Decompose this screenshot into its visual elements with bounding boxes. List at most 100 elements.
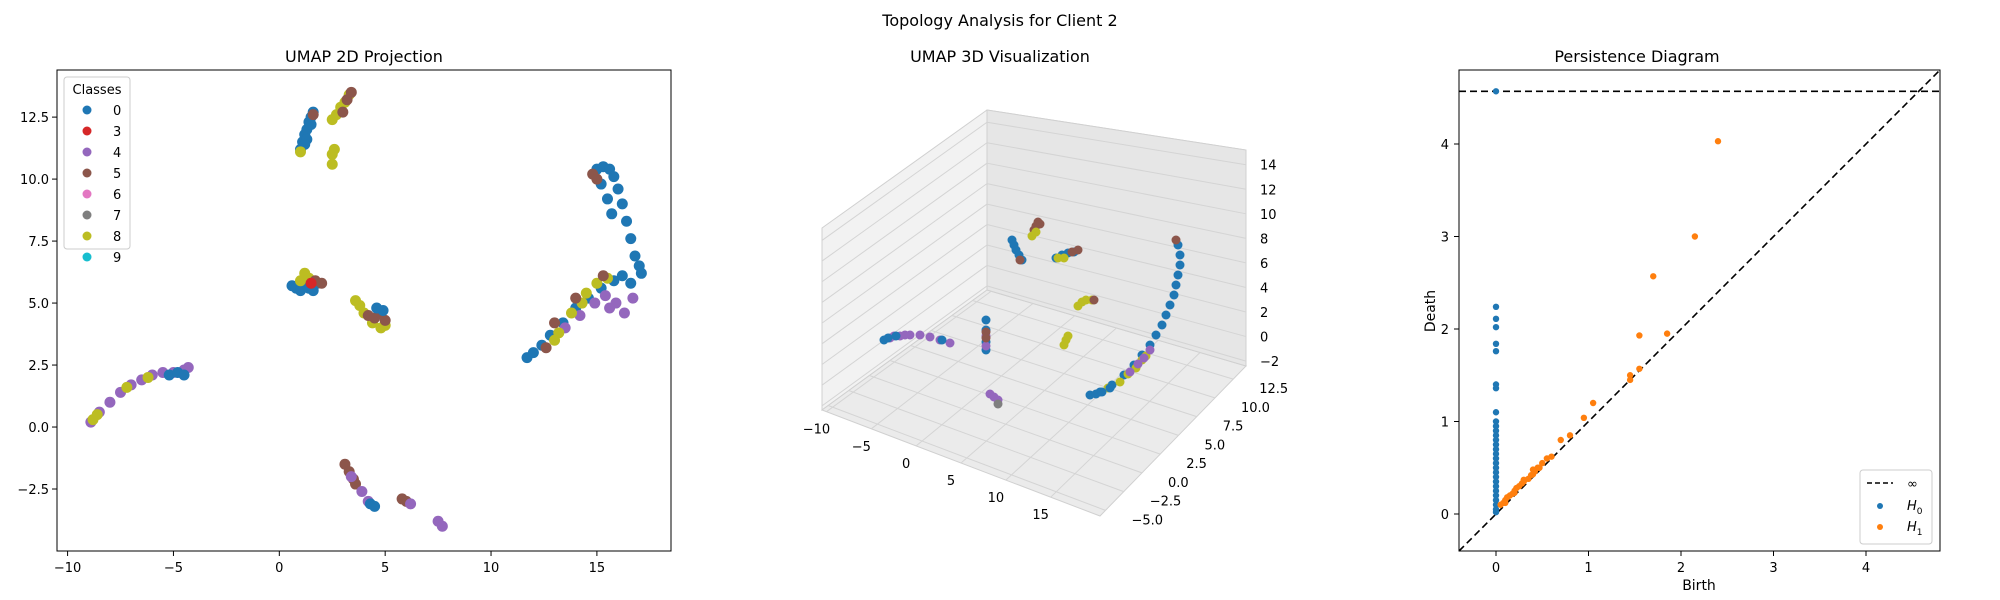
persistence-ticks: 0 1 2 3 4 0 1 2 3 4 bbox=[1441, 138, 1870, 576]
data-point-3d-class-4 bbox=[1145, 345, 1155, 355]
data-point-class-0 bbox=[601, 193, 613, 205]
legend-h0-sub: 0 bbox=[1917, 507, 1923, 517]
data-point-3d-class-0 bbox=[1175, 250, 1185, 260]
point-h0 bbox=[1492, 418, 1500, 425]
grid-line-z bbox=[821, 183, 988, 303]
data-point-class-0 bbox=[178, 369, 190, 381]
data-point-3d-class-4 bbox=[1139, 353, 1149, 363]
data-point-class-0 bbox=[612, 183, 624, 195]
y-tick-label: 10.0 bbox=[20, 173, 49, 188]
grid-line-z bbox=[821, 142, 988, 262]
data-point-class-8 bbox=[91, 409, 103, 421]
y-tick-label: 2.5 bbox=[28, 359, 49, 374]
umap-3d-grid bbox=[821, 121, 1247, 511]
grid-line-z bbox=[821, 224, 988, 345]
grid-line-y bbox=[889, 360, 1161, 455]
data-point-class-4 bbox=[589, 297, 601, 309]
legend-h1-marker bbox=[1877, 524, 1883, 530]
data-point-3d-class-4 bbox=[900, 330, 910, 340]
y-tick-label: 2 bbox=[1441, 323, 1449, 338]
data-point-3d-class-4 bbox=[925, 332, 935, 342]
data-point-3d-class-0 bbox=[1151, 330, 1161, 340]
persistence-points bbox=[1492, 88, 1722, 516]
grid-line-z bbox=[986, 203, 1247, 264]
data-point-3d-class-4 bbox=[981, 341, 991, 351]
point-h0 bbox=[1492, 473, 1500, 481]
data-point-3d-class-7 bbox=[993, 399, 1003, 409]
persistence-xlabel: Birth bbox=[1682, 578, 1716, 594]
data-point-class-0 bbox=[625, 233, 637, 245]
x-tick-label: 0 bbox=[902, 457, 910, 472]
point-h0 bbox=[1492, 303, 1500, 310]
data-point-3d-class-0 bbox=[891, 331, 901, 341]
point-h0 bbox=[1492, 446, 1500, 453]
umap-2d-axes-frame bbox=[56, 69, 672, 552]
point-h0 bbox=[1492, 409, 1500, 416]
umap-3d-points bbox=[879, 217, 1185, 409]
point-h0 bbox=[1492, 422, 1500, 430]
umap-2d-panel: UMAP 2D Projection −10 −5 0 5 10 15 −2.5 0.0 2.5… bbox=[17, 47, 672, 576]
data-point-class-5 bbox=[591, 173, 603, 185]
data-point-class-4 bbox=[627, 292, 639, 304]
grid-line-x bbox=[826, 290, 992, 413]
x-tick-label: 15 bbox=[1032, 508, 1049, 523]
grid-line-z bbox=[821, 203, 988, 324]
point-h0 bbox=[1492, 441, 1500, 448]
data-point-class-5 bbox=[549, 317, 561, 329]
point-h1 bbox=[1626, 372, 1634, 379]
y-tick-label: 4 bbox=[1441, 138, 1449, 153]
figure-suptitle: Topology Analysis for Client 2 bbox=[881, 11, 1117, 30]
data-point-class-5 bbox=[540, 342, 552, 354]
grid-line-z bbox=[986, 264, 1247, 338]
data-point-3d-class-0 bbox=[883, 333, 893, 343]
point-h0 bbox=[1492, 88, 1500, 95]
data-point-class-0 bbox=[625, 277, 637, 289]
legend-items: 0 3 4 5 6 7 8 9 bbox=[82, 104, 121, 266]
legend-label-4: 4 bbox=[113, 146, 121, 161]
data-point-class-5 bbox=[316, 277, 328, 289]
legend-h0-h: H bbox=[1907, 499, 1917, 514]
data-point-3d-class-8 bbox=[1027, 231, 1037, 241]
point-h0 bbox=[1492, 315, 1500, 323]
data-point-class-5 bbox=[307, 109, 319, 121]
grid-line-y bbox=[931, 330, 1197, 418]
point-h1 bbox=[1520, 476, 1527, 483]
point-h1 bbox=[1566, 432, 1574, 439]
point-h0 bbox=[1492, 427, 1500, 434]
point-h1 bbox=[1531, 468, 1539, 475]
data-point-3d-class-0 bbox=[1165, 300, 1175, 310]
data-point-3d-class-4 bbox=[1125, 367, 1135, 377]
legend-marker-5 bbox=[82, 168, 92, 178]
data-point-class-0 bbox=[305, 119, 317, 131]
x-tick-label: 0 bbox=[1492, 561, 1500, 576]
legend-h1-label: H1 bbox=[1907, 520, 1923, 538]
data-point-3d-class-0 bbox=[1105, 383, 1115, 393]
y-tick-label: −2.5 bbox=[1150, 495, 1182, 510]
legend-label-0: 0 bbox=[113, 104, 121, 119]
y-tick-label: 7.5 bbox=[1223, 420, 1244, 435]
point-h1 bbox=[1502, 499, 1509, 507]
data-point-3d-class-8 bbox=[1115, 377, 1125, 387]
data-point-class-5 bbox=[570, 292, 582, 304]
x-tick-label: 15 bbox=[589, 561, 606, 576]
data-point-class-4 bbox=[356, 485, 368, 497]
data-point-class-0 bbox=[606, 208, 618, 220]
y-tick-label: 10.0 bbox=[1241, 401, 1270, 416]
grid-line-z bbox=[821, 121, 988, 241]
y-tick-label: 2.5 bbox=[1186, 457, 1207, 472]
y-tick-label: 0.0 bbox=[1168, 476, 1189, 491]
data-point-class-8 bbox=[294, 146, 306, 158]
point-h1 bbox=[1691, 233, 1699, 240]
grid-line-x bbox=[915, 315, 1076, 447]
data-point-3d-class-4 bbox=[915, 330, 925, 340]
point-h0 bbox=[1492, 455, 1500, 462]
x-tick-label: 10 bbox=[988, 491, 1005, 506]
persistence-title: Persistence Diagram bbox=[1554, 47, 1719, 66]
x-tick-label: −5 bbox=[164, 561, 183, 576]
grid-line-x bbox=[960, 327, 1117, 464]
point-h0 bbox=[1492, 492, 1500, 499]
grid-line-z bbox=[821, 244, 988, 365]
legend-marker-7 bbox=[82, 210, 92, 220]
grid-line-z bbox=[986, 244, 1247, 313]
z-tick-label: 4 bbox=[1260, 281, 1268, 296]
